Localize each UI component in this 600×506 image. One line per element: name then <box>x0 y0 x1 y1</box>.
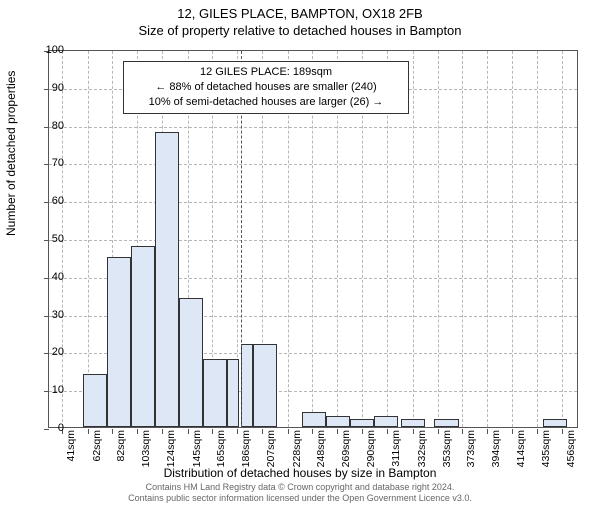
gridline-v <box>413 51 414 427</box>
gridline-v <box>438 51 439 427</box>
y-tick-label: 0 <box>36 422 64 434</box>
x-tick-mark <box>512 429 513 434</box>
histogram-bar <box>326 416 350 427</box>
annotation-line2: ← 88% of detached houses are smaller (24… <box>130 80 402 95</box>
footer-line2: Contains public sector information licen… <box>128 493 472 503</box>
x-tick-label: 124sqm <box>165 430 177 470</box>
histogram-bar <box>155 132 179 427</box>
x-tick-mark <box>137 429 138 434</box>
x-tick-label: 207sqm <box>265 430 277 470</box>
x-tick-label: 353sqm <box>441 430 453 470</box>
y-tick-label: 50 <box>36 233 64 245</box>
y-tick-label: 80 <box>36 120 64 132</box>
x-tick-label: 228sqm <box>291 430 303 470</box>
y-tick-label: 60 <box>36 195 64 207</box>
x-tick-mark <box>188 429 189 434</box>
x-tick-label: 311sqm <box>390 430 402 470</box>
x-tick-label: 186sqm <box>240 430 252 470</box>
x-tick-label: 165sqm <box>215 430 227 470</box>
histogram-bar <box>131 246 155 427</box>
gridline-v <box>537 51 538 427</box>
x-tick-mark <box>438 429 439 434</box>
x-tick-label: 332sqm <box>416 430 428 470</box>
histogram-bar <box>434 419 458 427</box>
gridline-h <box>49 202 577 203</box>
gridline-v <box>512 51 513 427</box>
x-tick-mark <box>212 429 213 434</box>
y-tick-label: 40 <box>36 271 64 283</box>
x-tick-label: 269sqm <box>340 430 352 470</box>
footer-line1: Contains HM Land Registry data © Crown c… <box>146 482 455 492</box>
histogram-bar <box>374 416 398 427</box>
histogram-bar <box>401 419 425 427</box>
histogram-bar <box>227 359 239 427</box>
x-tick-label: 414sqm <box>515 430 527 470</box>
x-tick-label: 394sqm <box>490 430 502 470</box>
gridline-v <box>487 51 488 427</box>
chart-title-main: 12, GILES PLACE, BAMPTON, OX18 2FB <box>0 6 600 21</box>
x-tick-mark <box>537 429 538 434</box>
gridline-v <box>462 51 463 427</box>
x-tick-mark <box>112 429 113 434</box>
histogram-bar <box>107 257 131 427</box>
gridline-v <box>88 51 89 427</box>
histogram-bar <box>83 374 107 427</box>
x-tick-mark <box>387 429 388 434</box>
y-tick-label: 100 <box>36 44 64 56</box>
gridline-h <box>49 127 577 128</box>
gridline-v <box>562 51 563 427</box>
chart-title-sub: Size of property relative to detached ho… <box>0 23 600 38</box>
annotation-line1: 12 GILES PLACE: 189sqm <box>130 65 402 80</box>
x-tick-mark <box>487 429 488 434</box>
chart-area: 12 GILES PLACE: 189sqm← 88% of detached … <box>48 50 578 428</box>
gridline-h <box>49 164 577 165</box>
x-tick-mark <box>262 429 263 434</box>
histogram-bar <box>203 359 227 427</box>
x-tick-mark <box>462 429 463 434</box>
y-tick-label: 20 <box>36 346 64 358</box>
y-tick-label: 70 <box>36 157 64 169</box>
x-tick-mark <box>88 429 89 434</box>
x-tick-mark <box>413 429 414 434</box>
x-tick-label: 373sqm <box>465 430 477 470</box>
annotation-line3: 10% of semi-detached houses are larger (… <box>130 95 402 110</box>
gridline-h <box>49 240 577 241</box>
x-tick-label: 145sqm <box>191 430 203 470</box>
footer-attribution: Contains HM Land Registry data © Crown c… <box>0 482 600 504</box>
x-tick-label: 290sqm <box>365 430 377 470</box>
x-tick-label: 103sqm <box>140 430 152 470</box>
histogram-bar <box>179 298 203 427</box>
x-tick-label: 435sqm <box>540 430 552 470</box>
y-tick-label: 10 <box>36 384 64 396</box>
x-tick-mark <box>362 429 363 434</box>
x-tick-mark <box>237 429 238 434</box>
x-tick-label: 62sqm <box>91 430 103 470</box>
histogram-bar <box>543 419 567 427</box>
x-tick-mark <box>312 429 313 434</box>
x-tick-mark <box>288 429 289 434</box>
x-tick-label: 41sqm <box>65 430 77 470</box>
histogram-bar <box>350 419 374 427</box>
y-axis-label: Number of detached properties <box>4 71 18 236</box>
y-tick-label: 30 <box>36 309 64 321</box>
x-tick-label: 248sqm <box>315 430 327 470</box>
x-tick-mark <box>337 429 338 434</box>
y-tick-label: 90 <box>36 82 64 94</box>
x-tick-label: 456sqm <box>565 430 577 470</box>
x-tick-mark <box>562 429 563 434</box>
plot-area: 12 GILES PLACE: 189sqm← 88% of detached … <box>48 50 578 428</box>
x-tick-label: 82sqm <box>115 430 127 470</box>
histogram-bar <box>302 412 326 427</box>
histogram-bar <box>241 344 253 427</box>
x-tick-mark <box>162 429 163 434</box>
histogram-bar <box>253 344 277 427</box>
annotation-box: 12 GILES PLACE: 189sqm← 88% of detached … <box>123 61 409 114</box>
